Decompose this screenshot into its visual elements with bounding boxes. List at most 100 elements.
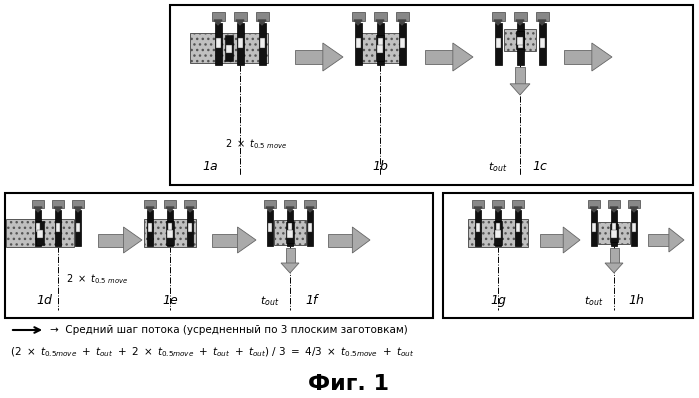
Bar [354, 23, 361, 65]
Polygon shape [352, 227, 370, 253]
Bar [611, 230, 617, 238]
Bar [168, 222, 172, 232]
Polygon shape [453, 43, 473, 71]
Bar [259, 23, 266, 65]
Bar [36, 222, 40, 232]
Bar [517, 37, 523, 45]
Text: $t_{out}$: $t_{out}$ [584, 294, 604, 308]
Bar [592, 222, 596, 232]
Polygon shape [590, 207, 598, 212]
Polygon shape [54, 207, 62, 212]
Bar [610, 224, 618, 242]
Bar [212, 234, 238, 246]
Bar [443, 193, 693, 318]
Bar [307, 210, 313, 246]
Bar [648, 234, 669, 246]
Bar [514, 12, 526, 21]
Bar [170, 5, 693, 185]
Bar [517, 38, 522, 48]
Polygon shape [74, 207, 82, 212]
Bar [6, 219, 74, 247]
Text: 1h: 1h [628, 294, 644, 307]
Text: →  Средний шаг потока (усредненный по 3 плоским заготовкам): → Средний шаг потока (усредненный по 3 п… [50, 325, 408, 335]
Bar [468, 219, 528, 247]
Bar [376, 35, 384, 61]
Bar [538, 23, 545, 65]
Text: $t_{out}$: $t_{out}$ [489, 160, 507, 174]
Bar [425, 50, 453, 64]
Bar [612, 222, 616, 232]
Bar [540, 38, 545, 48]
Bar [267, 210, 273, 246]
Bar [148, 222, 152, 232]
Bar [492, 200, 504, 208]
Bar [377, 38, 382, 48]
Polygon shape [630, 207, 638, 212]
Bar [495, 230, 501, 238]
Polygon shape [166, 207, 174, 212]
Polygon shape [563, 227, 580, 253]
Bar [476, 222, 480, 232]
Bar [285, 248, 294, 263]
Bar [144, 219, 196, 247]
Bar [356, 38, 361, 48]
Bar [52, 200, 64, 208]
Bar [475, 210, 481, 246]
Polygon shape [323, 43, 343, 71]
Polygon shape [516, 20, 524, 25]
Bar [588, 200, 600, 208]
Bar [515, 210, 521, 246]
Bar [32, 200, 44, 208]
Bar [504, 29, 536, 51]
Bar [591, 210, 597, 246]
Polygon shape [494, 20, 502, 25]
Bar [55, 210, 61, 246]
Polygon shape [474, 207, 482, 212]
Bar [212, 12, 224, 21]
Bar [56, 222, 60, 232]
Text: 1a: 1a [202, 160, 218, 173]
Polygon shape [286, 207, 294, 212]
Bar [491, 12, 505, 21]
Bar [373, 12, 387, 21]
Bar [608, 200, 620, 208]
Bar [284, 200, 296, 208]
Polygon shape [592, 43, 612, 71]
Text: 1g: 1g [490, 294, 506, 307]
Bar [166, 221, 174, 245]
Polygon shape [146, 207, 154, 212]
Polygon shape [514, 207, 522, 212]
Polygon shape [610, 207, 618, 212]
Bar [164, 200, 176, 208]
Polygon shape [266, 207, 274, 212]
Text: 1b: 1b [372, 160, 388, 173]
Text: 1f: 1f [306, 294, 318, 307]
Bar [398, 23, 405, 65]
Bar [352, 12, 364, 21]
Bar [494, 221, 502, 245]
Bar [496, 38, 500, 48]
Bar [36, 221, 44, 245]
Bar [472, 200, 484, 208]
Bar [598, 222, 630, 244]
Bar [628, 200, 640, 208]
Bar [610, 248, 619, 263]
Text: 1c: 1c [533, 160, 547, 173]
Bar [167, 230, 173, 238]
Text: $t_{out}$: $t_{out}$ [260, 294, 280, 308]
Bar [76, 222, 80, 232]
Bar [188, 222, 192, 232]
Bar [147, 210, 153, 246]
Text: $(2\ \times\ t_{0.5move}\ +\ t_{out}\ +\ 2\ \times\ t_{0.5move}\ +\ t_{out}\ +\ : $(2\ \times\ t_{0.5move}\ +\ t_{out}\ +\… [10, 345, 415, 359]
Polygon shape [669, 228, 684, 252]
Polygon shape [281, 263, 299, 273]
Bar [308, 222, 312, 232]
Polygon shape [538, 20, 546, 25]
Polygon shape [510, 84, 530, 95]
Bar [226, 45, 232, 53]
Polygon shape [124, 227, 142, 253]
Bar [268, 222, 272, 232]
Bar [225, 35, 233, 61]
Bar [274, 220, 306, 245]
Bar [5, 193, 433, 318]
